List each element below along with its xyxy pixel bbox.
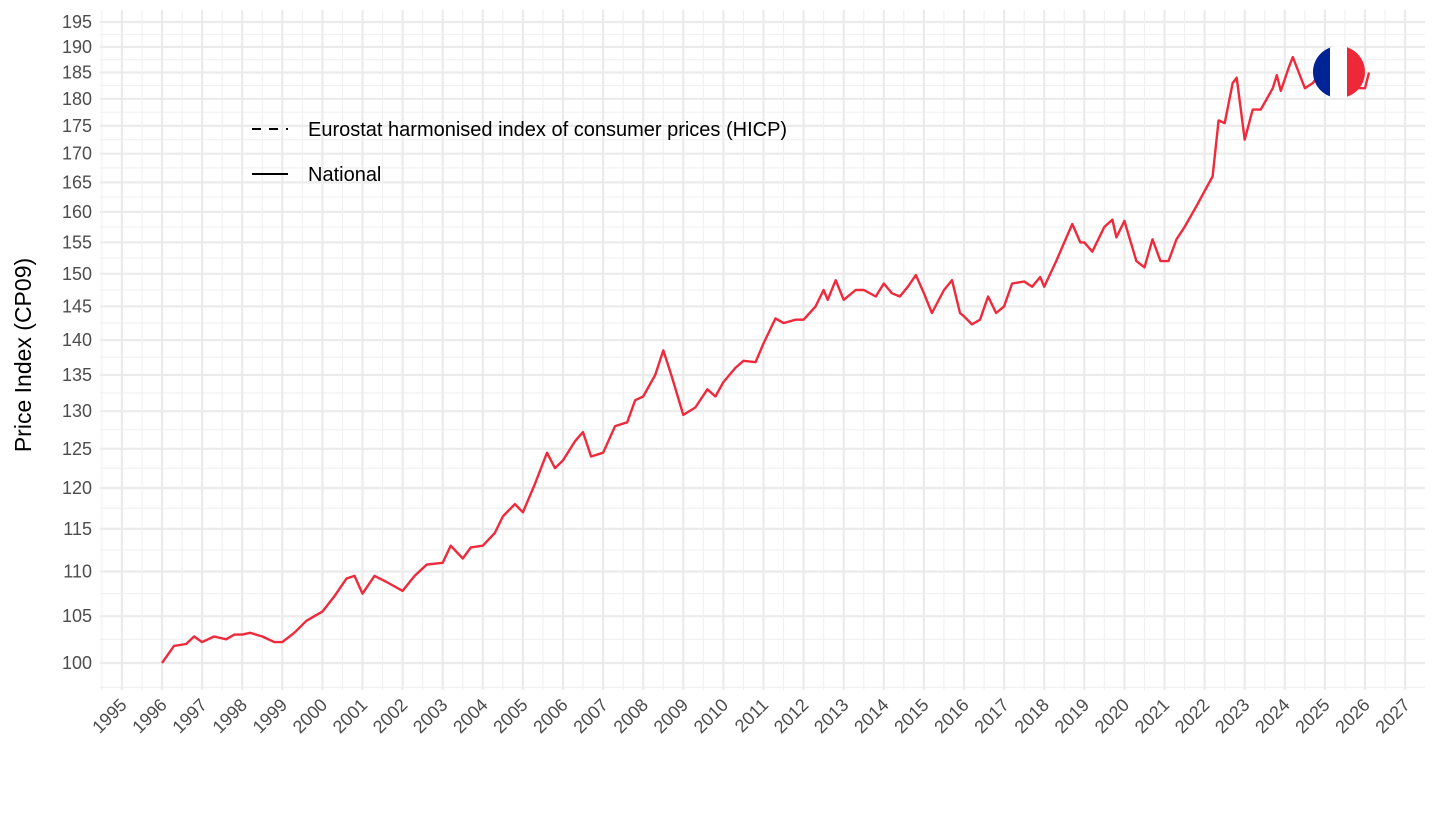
y-tick-label: 110: [63, 562, 92, 582]
y-tick-label: 180: [62, 89, 92, 109]
x-tick-label: 1997: [168, 695, 210, 737]
x-tick-label: 1995: [88, 695, 130, 737]
x-tick-label: 2000: [289, 695, 331, 737]
x-tick-label: 2022: [1171, 695, 1213, 737]
y-tick-label: 145: [62, 296, 92, 316]
x-tick-label: 2005: [489, 695, 531, 737]
x-tick-label: 2015: [890, 695, 932, 737]
x-tick-label: 2006: [529, 695, 571, 737]
x-tick-label: 2009: [650, 695, 692, 737]
y-axis-tick-labels: 100 105 110 115 120 125 130 135 140 145 150 155 160 1…: [62, 12, 92, 673]
x-tick-label: 2010: [690, 695, 732, 737]
y-tick-label: 165: [62, 172, 92, 192]
x-tick-label: 2011: [731, 695, 773, 737]
legend-label-national: National: [308, 164, 381, 186]
legend-label-hicp: Eurostat harmonised index of consumer pr…: [308, 119, 787, 141]
y-tick-label: 190: [62, 37, 92, 57]
x-tick-label: 2012: [770, 695, 812, 737]
x-tick-label: 2001: [329, 695, 371, 737]
y-tick-label: 105: [62, 606, 92, 626]
x-tick-label: 2003: [409, 695, 451, 737]
x-tick-label: 2024: [1251, 695, 1293, 737]
x-tick-label: 2017: [970, 695, 1012, 737]
y-tick-label: 135: [62, 365, 92, 385]
y-tick-label: 170: [62, 144, 92, 164]
y-tick-label: 115: [63, 519, 92, 539]
x-tick-label: 2013: [810, 695, 852, 737]
y-tick-label: 125: [62, 439, 92, 459]
y-tick-label: 150: [62, 264, 92, 284]
y-tick-label: 100: [62, 653, 92, 673]
series-line-national: [161, 50, 1371, 664]
y-tick-label: 130: [62, 401, 92, 421]
legend: Eurostat harmonised index of consumer pr…: [252, 119, 787, 186]
x-tick-label: 2020: [1091, 695, 1133, 737]
x-tick-label: 1999: [249, 695, 291, 737]
y-axis-title: Price Index (CP09): [10, 258, 36, 452]
x-tick-label: 2008: [610, 695, 652, 737]
x-tick-label: 2027: [1371, 695, 1413, 737]
x-tick-label: 2026: [1331, 695, 1373, 737]
y-tick-label: 155: [62, 232, 92, 252]
x-tick-label: 2004: [449, 695, 491, 737]
y-tick-label: 195: [62, 12, 92, 32]
x-tick-label: 1996: [128, 695, 170, 737]
x-axis-tick-labels: 1995199619971998199920002001200220032004…: [88, 695, 1414, 737]
x-tick-label: 2014: [850, 695, 892, 737]
x-tick-label: 1998: [209, 695, 251, 737]
france-flag-icon: [1313, 46, 1365, 98]
y-tick-label: 185: [62, 63, 92, 83]
x-tick-label: 2002: [369, 695, 411, 737]
y-tick-label: 120: [62, 478, 92, 498]
x-tick-label: 2019: [1051, 695, 1093, 737]
series-layer: [161, 50, 1371, 664]
y-tick-label: 140: [62, 330, 92, 350]
grid: [100, 10, 1425, 690]
x-tick-label: 2025: [1291, 695, 1333, 737]
y-tick-label: 175: [62, 116, 92, 136]
x-tick-label: 2016: [930, 695, 972, 737]
x-tick-label: 2007: [569, 695, 611, 737]
x-tick-label: 2023: [1211, 695, 1253, 737]
x-tick-label: 2018: [1011, 695, 1053, 737]
x-tick-label: 2021: [1131, 695, 1173, 737]
y-tick-label: 160: [62, 202, 92, 222]
